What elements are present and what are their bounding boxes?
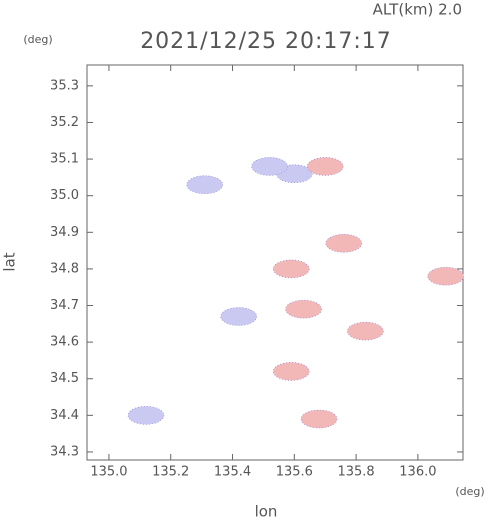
x-tick-label: 135.4 bbox=[214, 465, 251, 480]
echo-region bbox=[251, 157, 288, 176]
x-tick-label: 135.6 bbox=[276, 465, 313, 480]
x-tick-label: 135.0 bbox=[90, 465, 127, 480]
echo-region bbox=[272, 362, 310, 381]
y-tick-label: 35.2 bbox=[50, 115, 79, 130]
chart-title: 2021/12/25 20:17:17 bbox=[140, 29, 392, 54]
x-tick-label: 135.8 bbox=[337, 465, 374, 480]
echo-region bbox=[285, 299, 322, 319]
echo-region bbox=[306, 157, 344, 176]
altitude-label: ALT(km) 2.0 bbox=[373, 1, 462, 19]
y-axis-label: lat bbox=[1, 252, 19, 271]
y-tick-label: 34.9 bbox=[50, 225, 79, 240]
plot-frame bbox=[86, 64, 464, 461]
echo-region bbox=[300, 409, 338, 429]
y-tick-label: 34.4 bbox=[50, 408, 79, 423]
echo-region bbox=[272, 259, 310, 279]
y-unit: (deg) bbox=[23, 33, 52, 46]
y-tick-label: 35.1 bbox=[50, 152, 79, 167]
y-tick-label: 34.6 bbox=[50, 335, 79, 350]
echo-region bbox=[427, 266, 464, 286]
echo-region bbox=[325, 233, 363, 253]
x-tick-label: 135.2 bbox=[152, 465, 189, 480]
echo-region bbox=[186, 175, 224, 195]
y-tick-label: 35.3 bbox=[50, 78, 79, 93]
echo-region bbox=[220, 307, 257, 326]
echo-region bbox=[127, 406, 165, 425]
echo-region bbox=[347, 321, 384, 341]
y-tick-label: 34.8 bbox=[50, 261, 79, 276]
x-unit: (deg) bbox=[455, 485, 484, 498]
y-tick-label: 35.0 bbox=[50, 188, 79, 203]
y-tick-label: 34.3 bbox=[50, 444, 79, 459]
x-axis-label: lon bbox=[255, 503, 278, 521]
y-tick-label: 34.5 bbox=[50, 371, 79, 386]
y-tick-label: 34.7 bbox=[50, 298, 79, 313]
x-tick-label: 136.0 bbox=[399, 465, 436, 480]
